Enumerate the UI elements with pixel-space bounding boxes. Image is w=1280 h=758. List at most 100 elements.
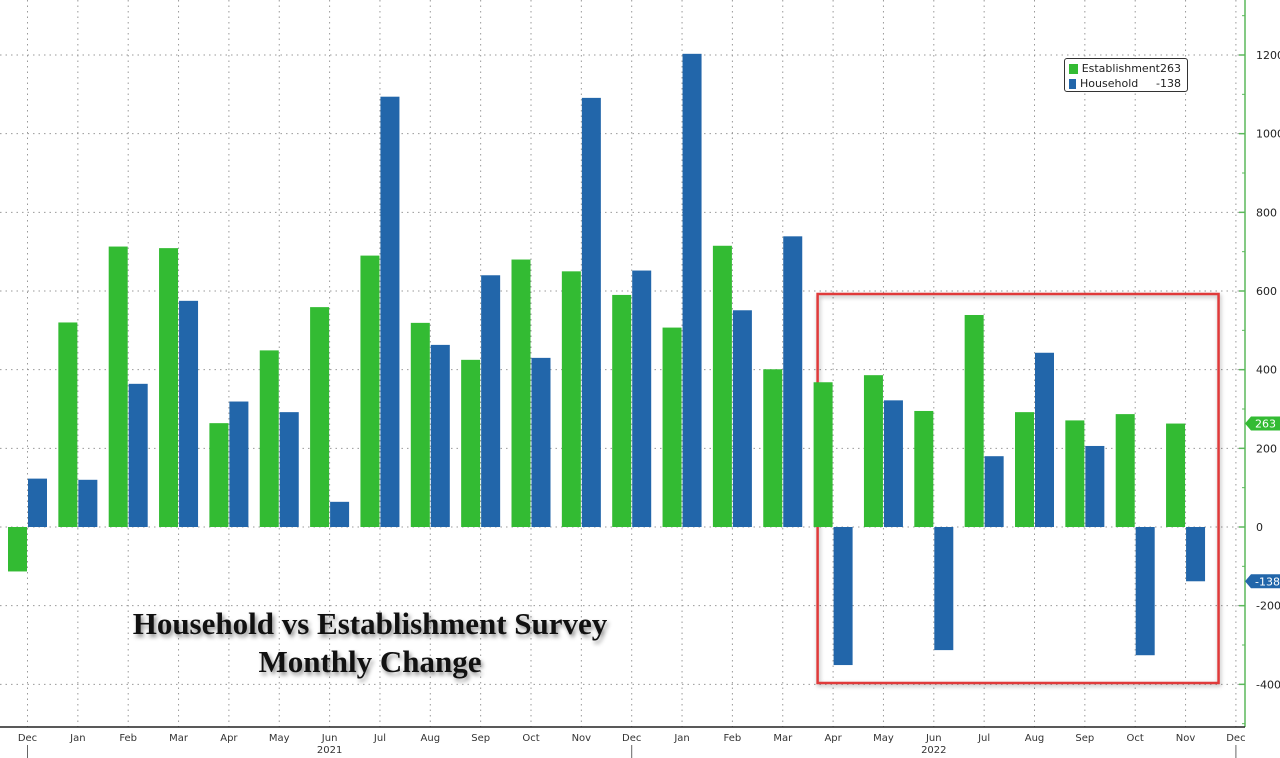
x-tick-label: Dec: [18, 733, 37, 744]
bar-household: [632, 270, 652, 527]
bar-establishment: [763, 369, 783, 527]
x-tick-label: Nov: [572, 733, 592, 744]
x-tick-label: May: [269, 733, 290, 744]
bar-household: [1135, 527, 1155, 656]
bar-establishment: [461, 359, 481, 527]
bar-establishment: [259, 350, 279, 527]
x-tick-label: Mar: [773, 733, 793, 744]
bar-establishment: [914, 410, 934, 527]
y-tick-label: 600: [1256, 285, 1277, 298]
bar-establishment: [863, 375, 883, 527]
bar-household: [732, 310, 752, 527]
x-tick-label: Oct: [522, 733, 539, 744]
bar-household: [833, 527, 853, 666]
legend-value: 263: [1160, 62, 1181, 75]
bar-household: [934, 527, 954, 651]
x-tick-label: Feb: [119, 733, 137, 744]
chart-subtitle: Monthly Change: [258, 644, 482, 679]
bar-establishment: [813, 382, 833, 527]
axis-tag-background: [1245, 416, 1280, 431]
x-tick-label: Sep: [471, 733, 490, 744]
bar-establishment: [108, 246, 128, 527]
x-tick-label: Mar: [169, 733, 189, 744]
y-tick-label: -400: [1256, 678, 1280, 691]
legend-item-establishment: Establishment 263: [1069, 61, 1187, 76]
x-axis-ticks: Dec Jan Feb Mar Apr May Jun Jul Aug Sep Oct Nov Dec J…: [18, 733, 1246, 758]
x-tick-label: Oct: [1127, 733, 1144, 744]
x-tick-label: Sep: [1075, 733, 1094, 744]
bar-household: [28, 478, 47, 527]
chart-title: Household vs Establishment Survey: [132, 606, 608, 641]
bar-household: [380, 96, 400, 528]
bar-establishment: [1166, 423, 1186, 527]
bar-household: [481, 275, 501, 527]
axis-value-tags: 263 -138: [1245, 416, 1280, 589]
x-tick-label: Aug: [421, 733, 441, 744]
bar-household: [531, 357, 551, 527]
year-label: 2022: [921, 745, 946, 756]
x-tick-label: Jul: [373, 733, 386, 744]
year-label: 2021: [317, 745, 342, 756]
y-tick-label: -200: [1256, 600, 1280, 613]
bar-household: [783, 236, 803, 527]
legend: Establishment 263 Household -138: [1064, 58, 1188, 92]
bar-household: [682, 53, 702, 527]
bar-household: [883, 400, 903, 527]
bar-household: [430, 344, 450, 527]
bar-establishment: [712, 245, 732, 527]
x-tick-label: Feb: [724, 733, 742, 744]
bar-household: [330, 501, 350, 527]
y-tick-label: 1000: [1256, 128, 1280, 141]
x-tick-label: Jun: [321, 733, 338, 744]
bar-establishment: [511, 259, 531, 527]
chart-title-block: Household vs Establishment Survey Monthl…: [60, 605, 680, 681]
bar-establishment: [310, 307, 330, 527]
bar-household: [279, 412, 299, 527]
bar-establishment: [612, 294, 632, 527]
legend-swatch-household: [1069, 78, 1077, 89]
bar-establishment: [662, 327, 682, 527]
bar-household: [78, 479, 98, 527]
x-tick-label: Jun: [925, 733, 942, 744]
bar-household: [1085, 445, 1105, 527]
legend-item-household: Household -138: [1069, 76, 1187, 91]
y-axis-ticks: 1200 1000 800 600 400 200 0 -200 -400: [1239, 15, 1280, 725]
bar-household: [229, 401, 249, 527]
bar-household: [128, 383, 148, 527]
bar-establishment: [1015, 412, 1034, 527]
bar-establishment: [561, 271, 581, 527]
legend-label: Household: [1080, 77, 1139, 90]
bar-establishment: [58, 322, 78, 527]
x-tick-label: Apr: [220, 733, 238, 744]
x-tick-label: Dec: [1226, 733, 1245, 744]
bar-establishment: [209, 423, 229, 527]
bar-household: [984, 456, 1004, 527]
axis-tag-label: 263: [1255, 418, 1276, 431]
x-tick-label: Dec: [622, 733, 641, 744]
y-tick-label: 1200: [1256, 49, 1280, 62]
bars: [8, 53, 1206, 666]
bar-establishment: [8, 527, 27, 572]
x-tick-label: Jan: [69, 733, 85, 744]
axis-tag-label: -138: [1255, 575, 1280, 588]
bar-establishment: [1115, 414, 1135, 527]
y-tick-label: 0: [1256, 521, 1263, 534]
x-tick-label: Apr: [824, 733, 842, 744]
x-tick-label: Jul: [977, 733, 990, 744]
bar-establishment: [964, 314, 984, 527]
bar-household: [1035, 352, 1054, 527]
y-tick-label: 800: [1256, 206, 1277, 219]
bar-household: [179, 300, 199, 527]
y-tick-label: 400: [1256, 364, 1277, 377]
bar-establishment: [159, 248, 179, 528]
x-tick-label: Nov: [1176, 733, 1196, 744]
bar-establishment: [410, 322, 430, 527]
y-tick-label: 200: [1256, 442, 1277, 455]
bar-establishment: [360, 255, 380, 527]
legend-label: Establishment: [1081, 62, 1160, 75]
x-tick-label: Aug: [1025, 733, 1045, 744]
bar-household: [581, 97, 601, 527]
legend-value: -138: [1156, 77, 1181, 90]
bar-household: [1186, 527, 1206, 582]
